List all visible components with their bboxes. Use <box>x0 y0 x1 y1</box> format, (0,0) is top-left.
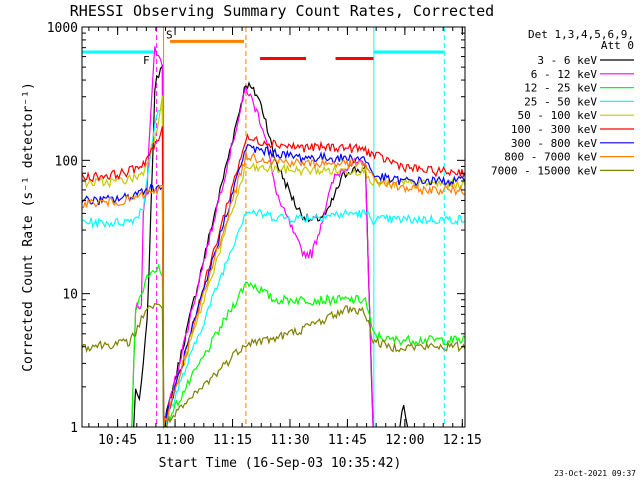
legend-label-1: 6 - 12 keV <box>531 68 598 81</box>
x-tick-label-3: 11:30 <box>270 433 309 448</box>
chart-title: RHESSI Observing Summary Count Rates, Co… <box>70 2 494 20</box>
y-tick-label-0: 1 <box>70 421 78 436</box>
flag-bars-layer <box>82 39 445 61</box>
legend-label-4: 50 - 100 keV <box>518 109 598 122</box>
x-tick-label-2: 11:15 <box>213 433 252 448</box>
legend-label-0: 3 - 6 keV <box>537 54 597 67</box>
y-axis-label: Corrected Count Rate (s⁻¹ detector⁻¹) <box>21 82 36 372</box>
series-line-5 <box>81 126 466 428</box>
legend-header-line-1: Det 1,3,4,5,6,9, <box>528 28 634 41</box>
x-tick-label-4: 11:45 <box>328 433 367 448</box>
y-tick-label-2: 100 <box>55 154 78 169</box>
legend-label-3: 25 - 50 keV <box>524 95 597 108</box>
series-layer <box>81 46 466 430</box>
y-tick-label-1: 10 <box>62 288 78 303</box>
series-line-4 <box>81 95 466 430</box>
legend-label-5: 100 - 300 keV <box>511 123 597 136</box>
x-tick-label-0: 10:45 <box>98 433 137 448</box>
plot-frame <box>81 26 466 428</box>
x-tick-label-5: 12:00 <box>385 433 424 448</box>
x-axis-label: Start Time (16-Sep-03 10:35:42) <box>159 456 402 471</box>
footer-timestamp: 23-Oct-2021 09:37 <box>554 469 636 478</box>
series-line-1 <box>131 46 374 428</box>
x-tick-label-6: 12:15 <box>443 433 482 448</box>
annotations-layer: FS <box>143 28 173 66</box>
x-tick-label-1: 11:00 <box>155 433 194 448</box>
legend-label-6: 300 - 800 keV <box>511 137 597 150</box>
series-line-2 <box>131 263 466 430</box>
annotation-0: F <box>143 54 150 67</box>
y-tick-label-3: 1000 <box>47 21 78 36</box>
annotation-1: S <box>166 28 173 41</box>
series-line-6 <box>81 144 466 429</box>
legend-label-8: 7000 - 15000 keV <box>491 164 597 177</box>
series-line-0 <box>133 64 409 428</box>
series-line-7 <box>81 151 466 428</box>
legend-header-line-2: Att 0 <box>601 39 634 52</box>
legend-label-7: 800 - 7000 keV <box>504 151 597 164</box>
axes-layer: 10:45 11:00 11:15 11:30 11:45 12:00 12:15 1 10 10… <box>47 21 482 448</box>
series-line-8 <box>81 302 466 429</box>
legend-label-2: 12 - 25 keV <box>524 82 597 95</box>
